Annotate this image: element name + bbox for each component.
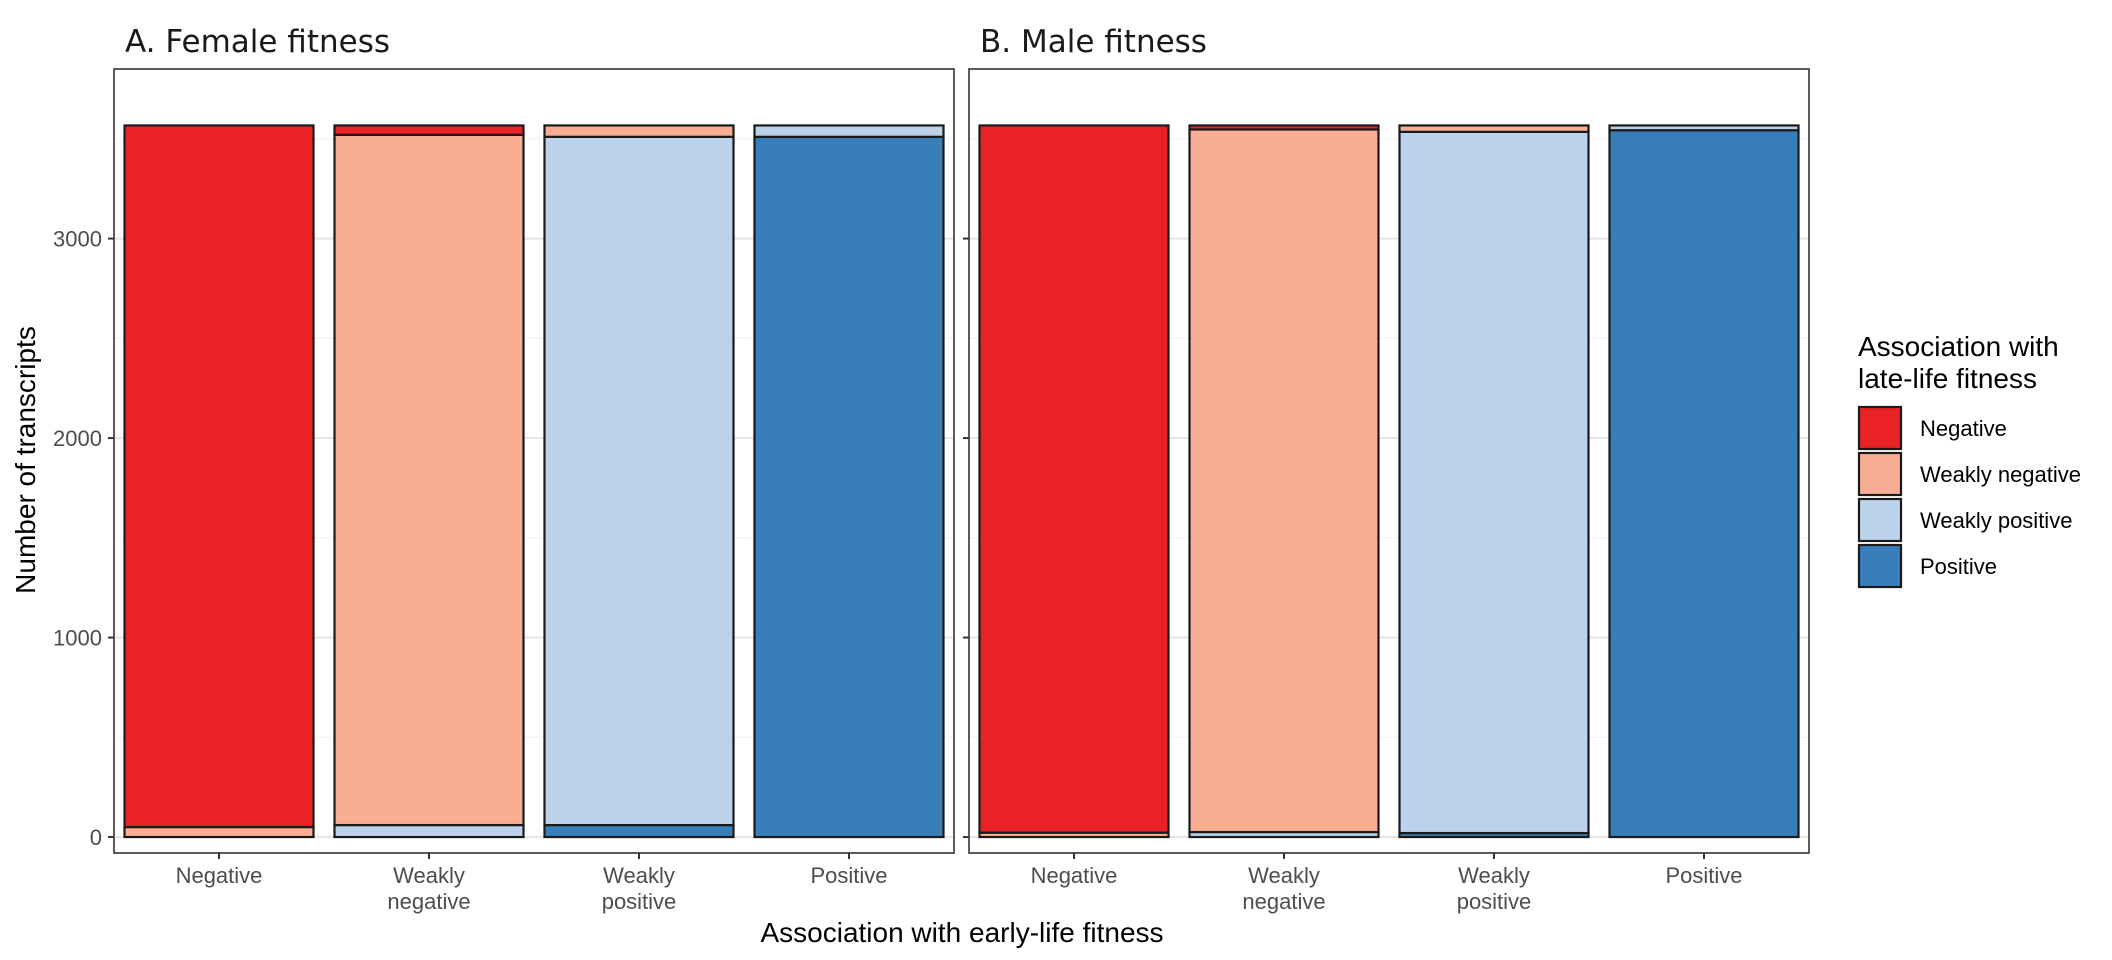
panel-border — [113, 68, 955, 854]
legend-key — [1857, 451, 1903, 497]
bar-segment — [333, 133, 525, 827]
panel-male: B. Male fitness Negative Weakly negative Wea… — [963, 24, 1810, 914]
legend-title: late-life fitness — [1858, 363, 2037, 394]
legend-label: Weakly positive — [1920, 508, 2072, 533]
bar-segment — [1188, 128, 1380, 834]
legend-key — [1857, 497, 1903, 543]
bar-segment — [333, 124, 525, 136]
bar-segment — [1398, 124, 1590, 133]
x-tick-label: Negative — [1031, 863, 1118, 888]
bar-segment — [1188, 124, 1380, 131]
legend-label: Positive — [1920, 554, 1997, 579]
bar-segment — [1398, 130, 1590, 835]
x-tick-label: Negative — [176, 863, 263, 888]
bar-segment — [123, 825, 315, 839]
legend-key — [1857, 405, 1903, 451]
bar-segment — [333, 823, 525, 839]
x-tick-label: Weakly negative — [387, 863, 470, 914]
legend-item: Weakly positive — [1857, 497, 2072, 543]
y-tick-label: 1000 — [53, 626, 102, 651]
bar-segment — [543, 823, 735, 839]
legend-item: Negative — [1857, 405, 2007, 451]
x-tick-label: Weakly negative — [1242, 863, 1325, 914]
panel-title: B. Male fitness — [980, 24, 1207, 60]
panel-female: A. Female fitness Negative Weakly negative W… — [53, 24, 955, 914]
bar-segment — [978, 124, 1170, 834]
x-tick-label: Positive — [810, 863, 887, 888]
legend-item: Positive — [1857, 543, 1997, 589]
y-tick-label: 0 — [90, 825, 102, 850]
legend-label: Weakly negative — [1920, 462, 2081, 487]
bar-segment — [753, 124, 945, 138]
y-tick-label: 2000 — [53, 426, 102, 451]
bar-segment — [123, 124, 315, 829]
bar-segment — [543, 124, 735, 138]
bar-segment — [543, 135, 735, 827]
y-axis-title: Number of transcripts — [10, 326, 41, 594]
legend-key — [1857, 543, 1903, 589]
legend-item: Weakly negative — [1857, 451, 2081, 497]
chart-panels: A. Female fitness Negative Weakly negative W… — [53, 24, 1810, 914]
bar-segment — [1608, 129, 1800, 839]
legend-label: Negative — [1920, 416, 2007, 441]
x-axis-title: Association with early-life fitness — [760, 917, 1163, 948]
x-tick-label: Positive — [1665, 863, 1742, 888]
bar-segment — [753, 135, 945, 839]
panel-border — [968, 68, 1810, 854]
panel-title: A. Female fitness — [125, 24, 390, 60]
y-tick-label: 3000 — [53, 227, 102, 252]
x-tick-label: Weakly positive — [602, 863, 677, 914]
bar-segment — [1608, 124, 1800, 132]
x-tick-label: Weakly positive — [1457, 863, 1532, 914]
legend-title: Association with — [1858, 331, 2059, 362]
